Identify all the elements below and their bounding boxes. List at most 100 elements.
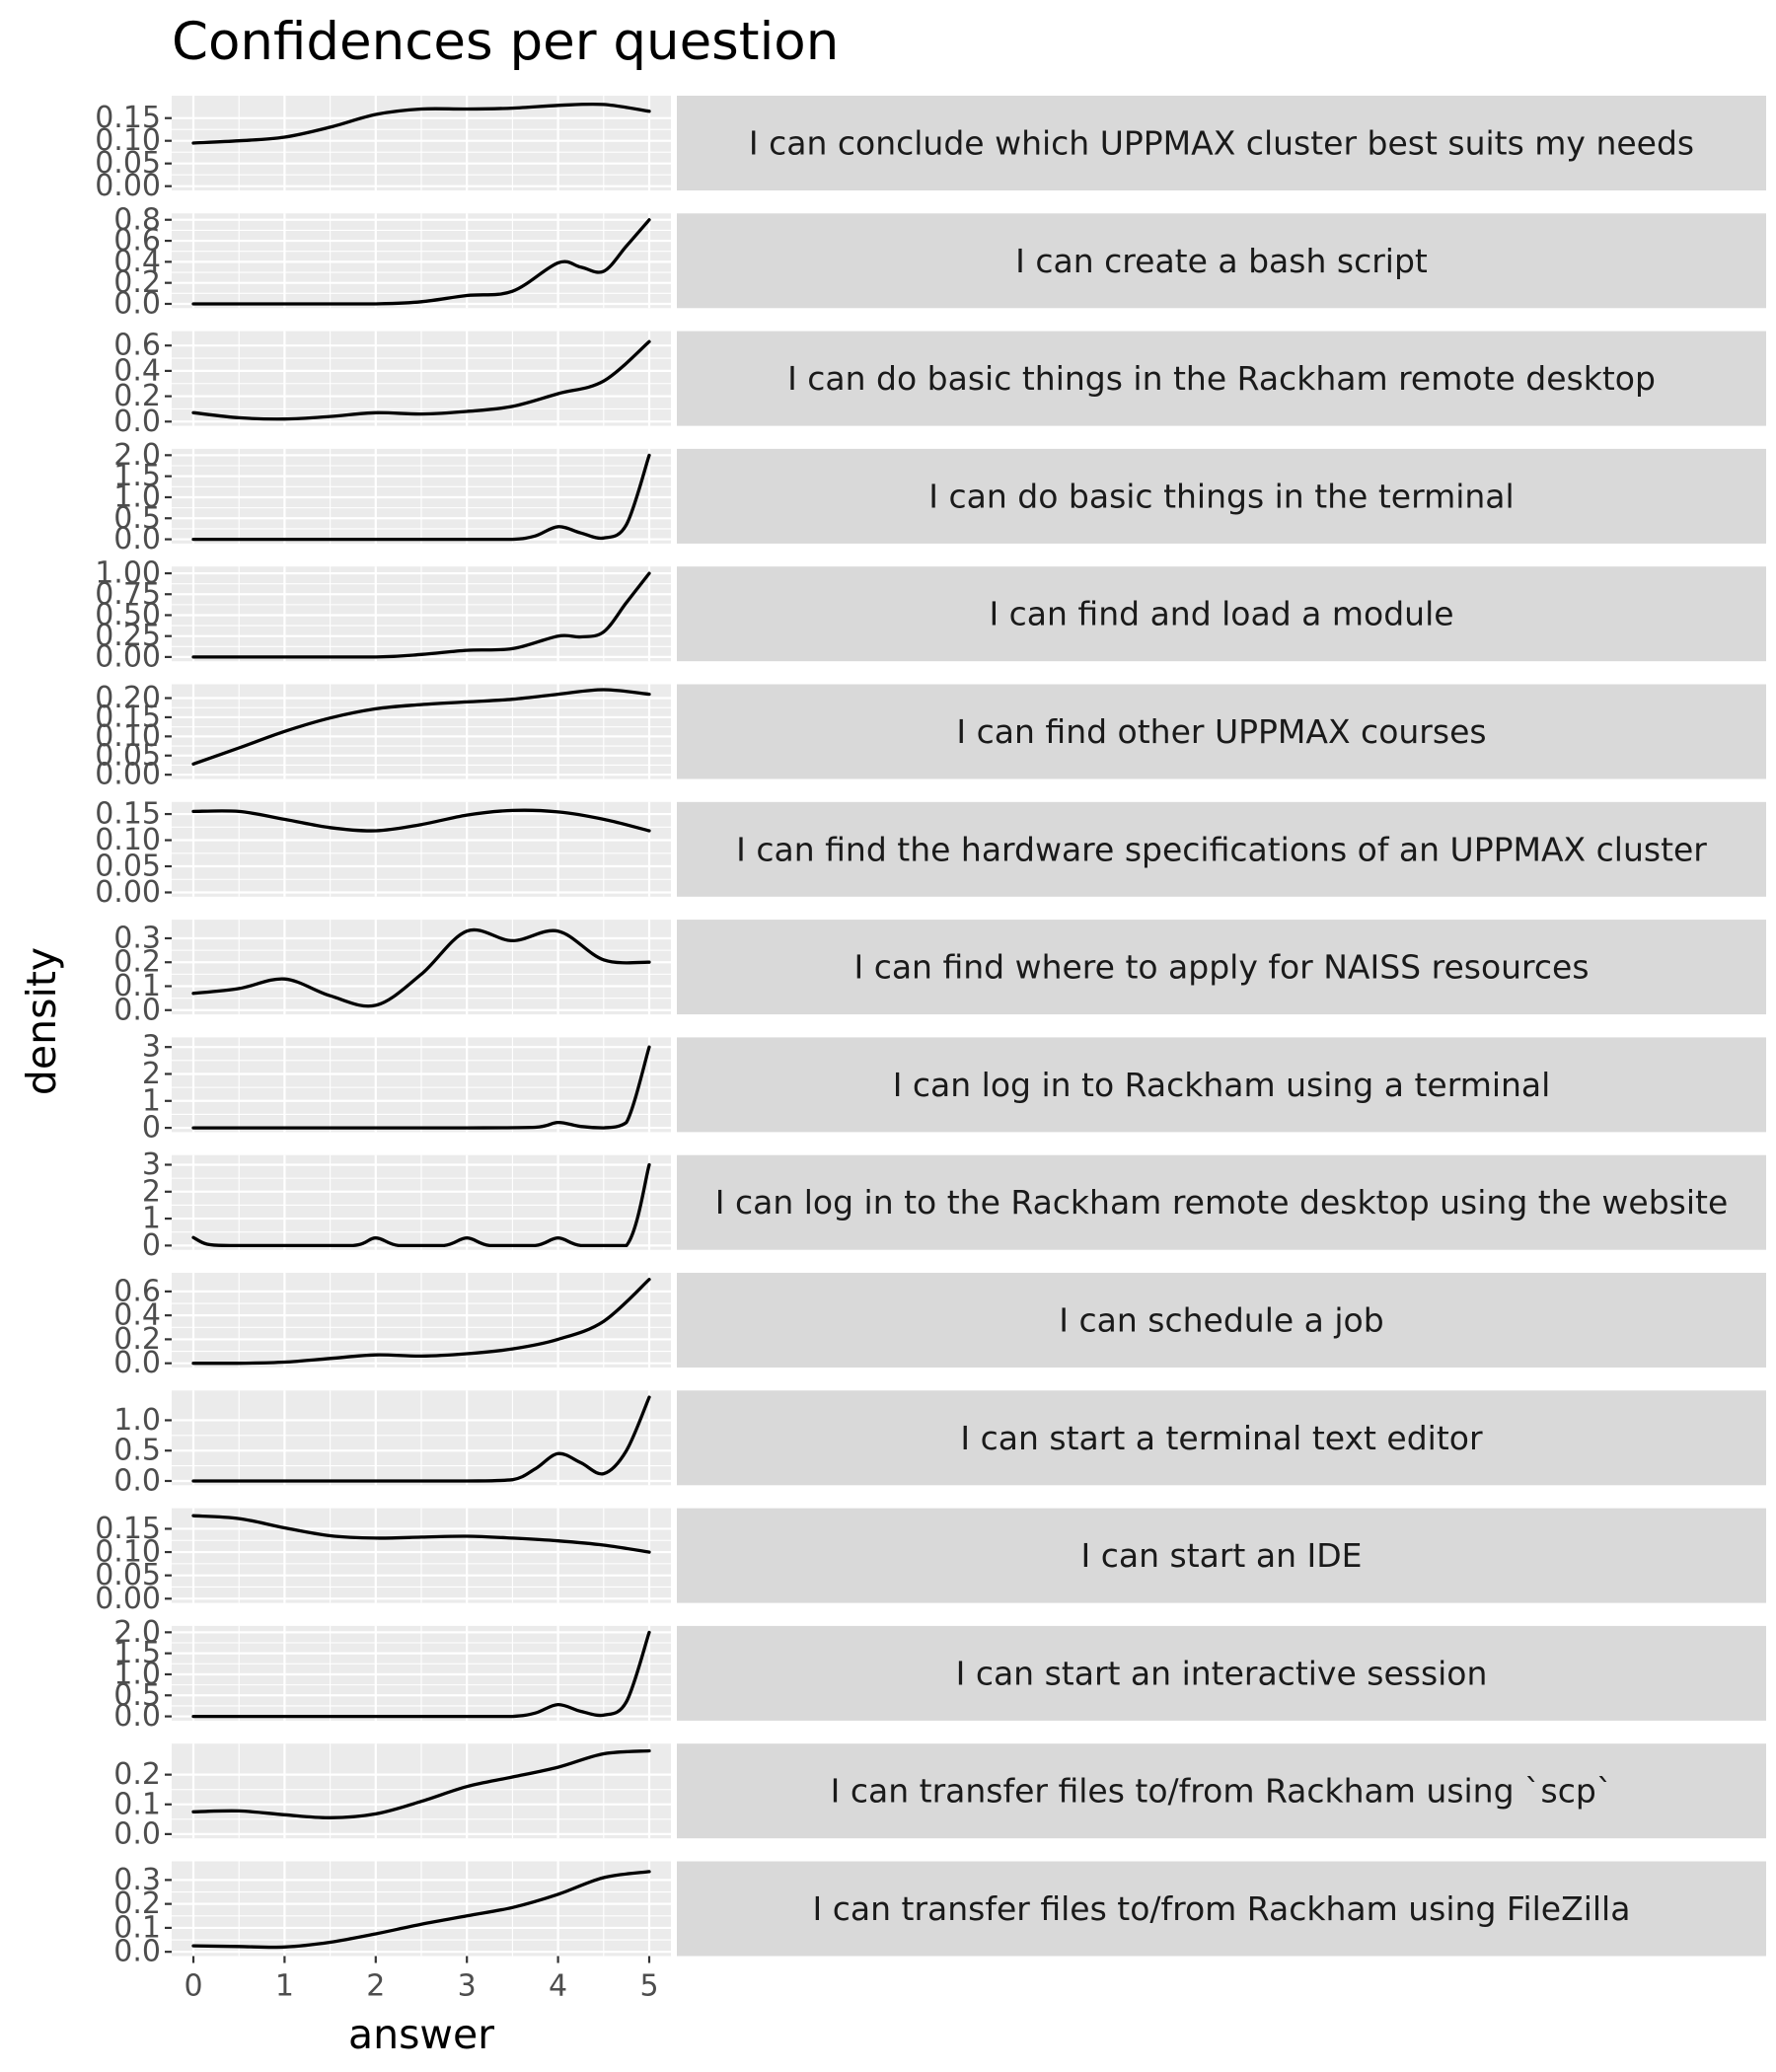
density-curve: [191, 1748, 651, 1819]
y-tick-label: 0.15: [95, 797, 161, 832]
y-axis-title: density: [18, 947, 65, 1095]
y-tick-label: 0.05: [95, 146, 161, 181]
y-tick-label: 1: [142, 1083, 161, 1118]
y-tick-label: 0.2: [113, 1887, 161, 1921]
y-tick-label: 1.0: [113, 1657, 161, 1691]
y-tick-label: 0: [142, 1228, 161, 1263]
y-tick-label: 0.10: [95, 823, 161, 857]
y-tick-label: 0.05: [95, 738, 161, 773]
facet-strip-label: I can start an IDE: [1081, 1536, 1363, 1575]
y-tick-label: 0.2: [113, 1322, 161, 1357]
y-tick-label: 1.0: [113, 1403, 161, 1438]
x-axis-title: answer: [348, 2011, 494, 2058]
facet-strip-label: I can do basic things in the Rackham rem…: [787, 359, 1656, 398]
y-tick-label: 0.2: [113, 1757, 161, 1792]
facet-panel: 0.00.10.20.3 I can transfer files to/from…: [113, 1861, 1766, 1969]
y-tick-label: 3: [142, 1147, 161, 1182]
y-tick-label: 0.00: [95, 639, 161, 674]
facet-strip: [677, 920, 1766, 1015]
facet-strip: [677, 1861, 1766, 1957]
facet-panel: 0.00.20.40.60.8 I can create a bash scrip…: [113, 202, 1766, 321]
density-curve: [191, 1870, 651, 1950]
y-tick-label: 0.2: [113, 379, 161, 413]
facet-panel: 0.000.250.500.751.00 I can find and load …: [95, 556, 1766, 674]
y-tick-label: 0.75: [95, 577, 161, 612]
density-curve: [191, 1514, 651, 1554]
y-tick-label: 3: [142, 1030, 161, 1065]
y-tick-label: 0.15: [95, 700, 161, 734]
facet-strip-label: I can conclude which UPPMAX cluster best…: [749, 124, 1694, 163]
y-tick-label: 0.6: [113, 1274, 161, 1308]
density-curve: [191, 927, 651, 1008]
y-tick-label: 0.8: [113, 202, 161, 237]
facet-strip-label: I can find where to apply for NAISS reso…: [853, 948, 1589, 987]
facet-strip-label: I can create a bash script: [1015, 242, 1428, 280]
facet-panel: 0.00.51.01.52.0 I can start an interactiv…: [113, 1615, 1766, 1734]
facet-panel: 0.00.51.01.52.0 I can do basic things in …: [113, 438, 1766, 556]
y-tick-label: 0.5: [113, 1678, 161, 1713]
plot-title: Confidences per question: [172, 12, 839, 72]
facet-strip: [677, 801, 1766, 897]
y-tick-label: 2.0: [113, 438, 161, 473]
y-tick-label: 0.0: [113, 1816, 161, 1851]
y-tick-label: 0.05: [95, 850, 161, 884]
y-tick-label: 0.0: [113, 1699, 161, 1734]
facet-strip: [677, 1154, 1766, 1250]
y-tick-label: 0.15: [95, 1512, 161, 1546]
density-curve: [191, 688, 651, 766]
y-tick-label: 0.4: [113, 1298, 161, 1333]
y-tick-label: 0.3: [113, 1863, 161, 1897]
facet-panel: 0.000.050.100.15 I can find the hardware …: [95, 797, 1766, 910]
density-curve: [191, 102, 651, 145]
y-tick-label: 0.00: [95, 169, 161, 203]
density-curve: [191, 218, 651, 306]
y-tick-label: 0.50: [95, 598, 161, 632]
facet-strip: [677, 1625, 1766, 1721]
y-tick-label: 1.5: [113, 1636, 161, 1670]
y-tick-label: 2.0: [113, 1615, 161, 1650]
facet-panel: 0.00.51.0 I can start a terminal text edi…: [113, 1390, 1766, 1498]
facet-strip-label: I can start an interactive session: [956, 1654, 1488, 1692]
y-tick-label: 0.0: [113, 993, 161, 1027]
y-tick-label: 0.0: [113, 522, 161, 556]
y-tick-label: 0.4: [113, 245, 161, 279]
y-tick-label: 0.0: [113, 1463, 161, 1498]
density-curve: [191, 1162, 651, 1248]
y-tick-label: 1.00: [95, 556, 161, 591]
y-tick-label: 0.5: [113, 501, 161, 536]
y-tick-label: 0.25: [95, 619, 161, 653]
facet-strip-label: I can transfer files to/from Rackham usi…: [831, 1772, 1613, 1811]
y-tick-label: 0.2: [113, 265, 161, 300]
y-tick-label: 0.10: [95, 1535, 161, 1570]
density-curve: [191, 808, 651, 833]
density-curve: [191, 453, 651, 542]
y-tick-label: 0: [142, 1111, 161, 1146]
facet-strip: [677, 1508, 1766, 1603]
facet-panel: 0.000.050.100.150.20 I can find other UPP…: [95, 681, 1766, 792]
y-tick-label: 0.3: [113, 921, 161, 955]
density-curve: [191, 1630, 651, 1719]
x-tick-label: 4: [549, 1969, 567, 2004]
density-curve: [191, 571, 651, 659]
density-curve: [191, 1045, 651, 1130]
y-tick-label: 0.10: [95, 719, 161, 754]
y-tick-label: 0.0: [113, 1935, 161, 1969]
facet-strip: [677, 566, 1766, 662]
x-tick-label: 1: [275, 1969, 294, 2004]
x-tick-label: 3: [458, 1969, 477, 2004]
facet-panels: 0.000.050.100.15I can conclude which UPP…: [95, 96, 1766, 1969]
facet-strip: [677, 1273, 1766, 1368]
y-tick-label: 0.6: [113, 224, 161, 259]
x-tick-label: 2: [366, 1969, 385, 2004]
facet-strip: [677, 448, 1766, 544]
density-curve: [191, 339, 651, 421]
x-tick-label: 5: [639, 1969, 658, 2004]
facet-strip: [677, 684, 1766, 779]
facet-strip: [677, 1037, 1766, 1133]
facet-strip: [677, 96, 1766, 190]
facet-strip-label: I can schedule a job: [1059, 1301, 1383, 1340]
facet-panel: 0.00.10.2 I can transfer files to/from Ra…: [113, 1743, 1766, 1851]
y-tick-label: 0.00: [95, 875, 161, 910]
